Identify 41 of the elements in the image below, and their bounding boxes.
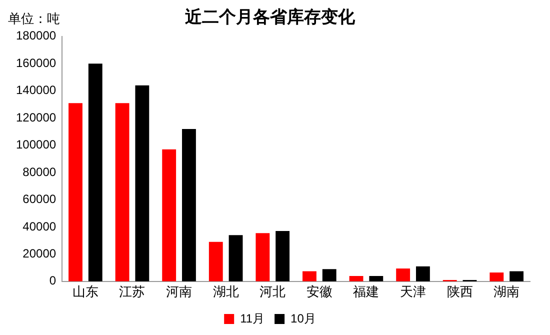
x-tick-label: 安徽 <box>306 284 332 299</box>
y-tick-label: 100000 <box>16 138 56 152</box>
legend-label: 10月 <box>290 311 316 326</box>
bar <box>228 235 243 282</box>
bar <box>115 103 130 282</box>
x-tick-label: 江苏 <box>119 284 146 299</box>
bar <box>490 272 504 282</box>
bar <box>276 231 290 282</box>
x-tick-label: 河南 <box>166 284 192 299</box>
bar <box>68 103 82 282</box>
bar <box>162 149 176 282</box>
x-tick-label: 陕西 <box>446 284 473 299</box>
x-tick-label: 湖北 <box>212 284 239 299</box>
bar <box>135 85 150 282</box>
bar <box>88 64 102 282</box>
legend-label: 11月 <box>240 311 265 326</box>
bar <box>396 268 410 282</box>
bar <box>510 271 524 282</box>
x-tick-label: 山东 <box>72 284 98 299</box>
x-tick-label: 河北 <box>260 284 286 299</box>
bar <box>256 233 270 282</box>
bar <box>416 266 430 282</box>
bar <box>369 276 384 282</box>
chart-title: 近二个月各省库存变化 <box>184 8 356 28</box>
bar <box>302 271 316 282</box>
bar <box>208 242 223 282</box>
bar <box>322 269 336 282</box>
x-tick-label: 天津 <box>400 284 426 299</box>
y-tick-label: 140000 <box>16 83 56 98</box>
x-tick-label: 湖南 <box>494 284 520 299</box>
bar <box>182 128 196 282</box>
y-tick-label: 60000 <box>22 192 56 206</box>
y-tick-label: 160000 <box>16 56 56 70</box>
y-tick-label: 180000 <box>16 28 56 43</box>
text: 单位：吨 <box>8 11 60 28</box>
y-tick-label: 0 <box>49 274 56 288</box>
x-tick-label: 福建 <box>353 284 380 299</box>
y-tick-label: 40000 <box>22 219 56 234</box>
y-tick-label: 80000 <box>22 164 56 179</box>
y-tick-label: 20000 <box>22 246 56 260</box>
y-tick-label: 120000 <box>16 110 56 124</box>
